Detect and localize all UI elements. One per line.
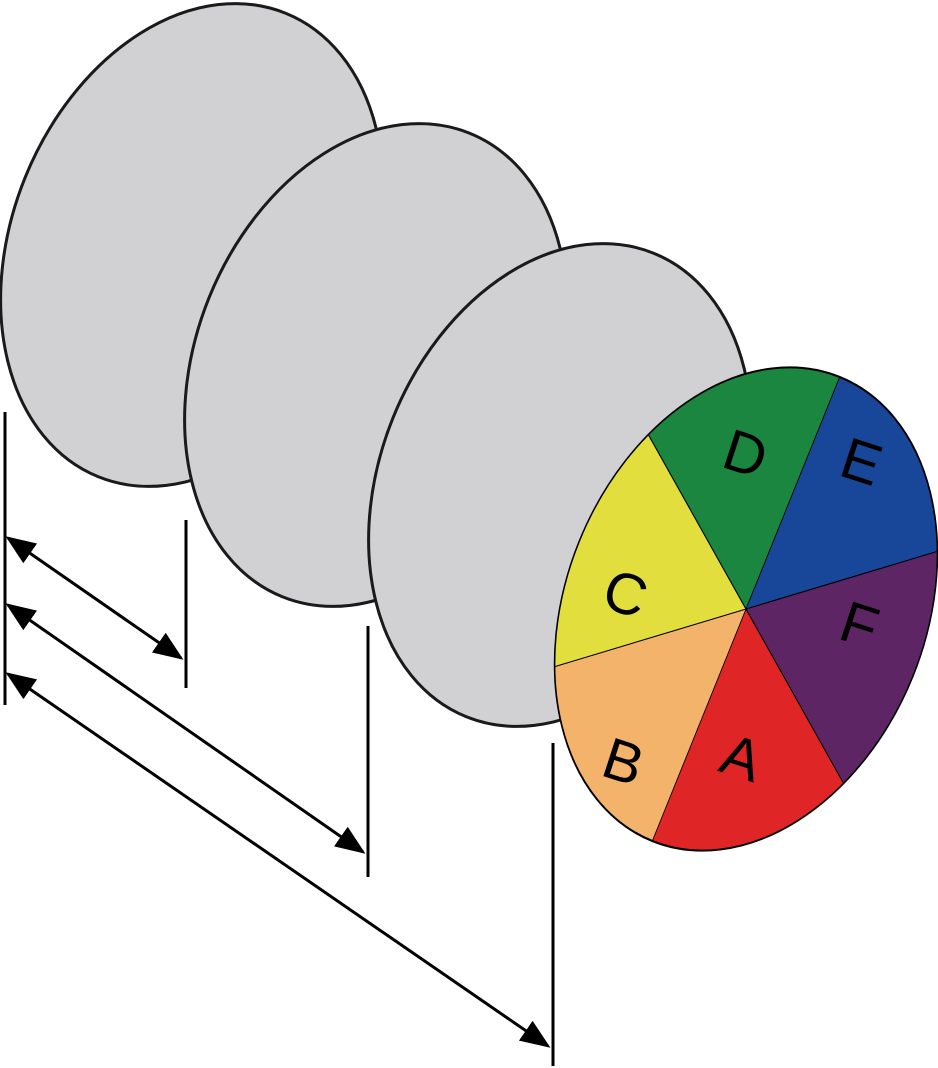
- plates: [0, 2, 753, 728]
- measurement-guides: [3, 412, 555, 1066]
- color-wheel: [553, 366, 938, 852]
- distance-arrow-3: [5, 672, 551, 1048]
- distance-arrow-1: [5, 536, 184, 660]
